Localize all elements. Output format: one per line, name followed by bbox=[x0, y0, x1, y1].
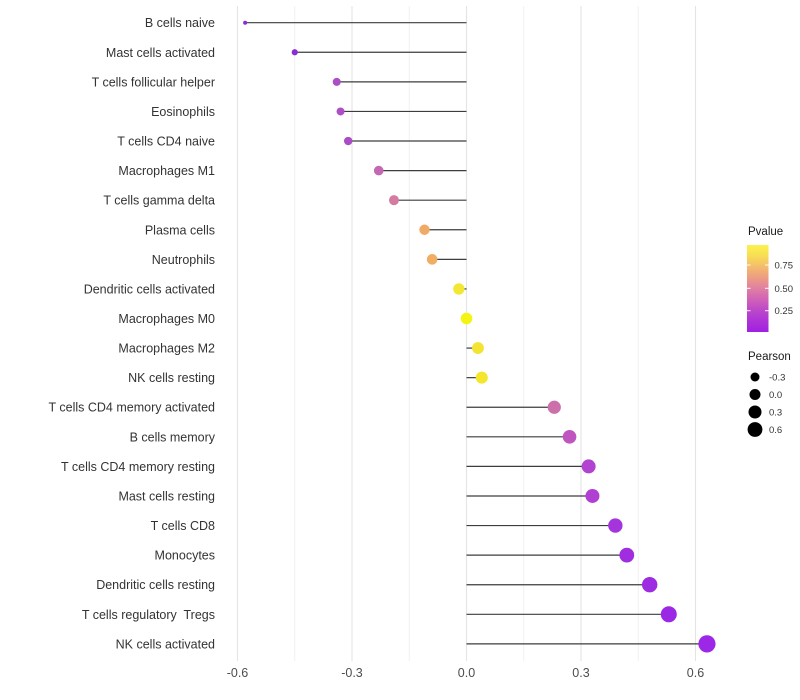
lollipop-row: Mast cells resting bbox=[118, 488, 600, 503]
data-point bbox=[642, 577, 658, 593]
category-label: T cells follicular helper bbox=[92, 75, 215, 89]
category-label: NK cells activated bbox=[116, 637, 215, 651]
size-legend-label: 0.6 bbox=[769, 425, 782, 436]
size-legend-swatch bbox=[749, 389, 761, 400]
size-legend-swatch bbox=[747, 422, 763, 437]
lollipop-row: Macrophages M1 bbox=[118, 164, 467, 178]
category-label: Mast cells resting bbox=[118, 489, 215, 503]
data-point bbox=[619, 547, 635, 563]
size-legend-swatch bbox=[748, 405, 762, 419]
lollipop-row: NK cells resting bbox=[128, 371, 488, 385]
category-label: Macrophages M1 bbox=[118, 164, 215, 178]
size-legend-label: 0.0 bbox=[769, 390, 782, 401]
lollipop-row: Eosinophils bbox=[151, 105, 467, 119]
category-label: Mast cells activated bbox=[106, 46, 215, 60]
data-point bbox=[419, 224, 430, 235]
lollipop-row: Dendritic cells resting bbox=[96, 577, 658, 593]
category-label: T cells CD8 bbox=[151, 519, 215, 533]
rows: B cells naive Mast cells activated T cells… bbox=[49, 16, 716, 653]
category-label: Dendritic cells activated bbox=[84, 282, 215, 296]
data-point bbox=[585, 488, 600, 503]
size-legend-swatch bbox=[750, 372, 760, 382]
x-tick-label: -0.6 bbox=[227, 666, 249, 680]
lollipop-row: Mast cells activated bbox=[106, 46, 467, 60]
category-label: Macrophages M0 bbox=[118, 312, 215, 326]
data-point bbox=[475, 371, 488, 384]
category-label: B cells naive bbox=[145, 16, 215, 30]
data-point bbox=[426, 254, 438, 265]
lollipop-row: Macrophages M0 bbox=[118, 312, 473, 326]
lollipop-row: T cells regulatory Tregs bbox=[82, 606, 677, 623]
lollipop-row: Neutrophils bbox=[152, 253, 467, 267]
x-tick-label: -0.3 bbox=[341, 666, 363, 680]
data-point bbox=[460, 312, 473, 325]
data-point bbox=[453, 283, 465, 295]
gridlines bbox=[236, 6, 697, 661]
lollipop-row: T cells gamma delta bbox=[103, 194, 467, 208]
x-tick-label: 0.0 bbox=[458, 666, 475, 680]
colorbar-tick-label: 0.25 bbox=[775, 306, 794, 317]
data-point bbox=[660, 606, 677, 623]
x-axis: -0.6 -0.3 0.0 0.3 0.6 bbox=[227, 666, 705, 680]
data-point bbox=[373, 165, 384, 176]
lollipop-row: T cells CD4 naive bbox=[117, 135, 467, 149]
category-label: T cells CD4 memory activated bbox=[49, 401, 216, 415]
pearson-size-legend: -0.3 0.0 0.3 0.6 bbox=[747, 372, 785, 437]
lollipop-row: T cells CD4 memory activated bbox=[49, 400, 561, 415]
pvalue-legend-title: Pvalue bbox=[748, 226, 784, 238]
category-label: NK cells resting bbox=[128, 371, 215, 385]
data-point bbox=[547, 400, 561, 414]
data-point bbox=[243, 20, 248, 25]
category-label: T cells gamma delta bbox=[103, 194, 215, 208]
lollipop-row: T cells CD4 memory resting bbox=[61, 459, 596, 474]
category-label: Monocytes bbox=[155, 549, 215, 563]
x-tick-label: 0.3 bbox=[572, 666, 589, 680]
data-point bbox=[336, 107, 345, 116]
lollipop-row: NK cells activated bbox=[116, 635, 716, 653]
x-tick-label: 0.6 bbox=[687, 666, 704, 680]
lollipop-row: Macrophages M2 bbox=[118, 342, 484, 356]
colorbar-gradient bbox=[747, 245, 769, 332]
category-label: Dendritic cells resting bbox=[96, 578, 215, 592]
data-point bbox=[698, 635, 716, 653]
pearson-legend-title: Pearson bbox=[748, 351, 791, 363]
lollipop-row: T cells follicular helper bbox=[92, 75, 467, 89]
pvalue-colorbar: 0.75 0.50 0.25 bbox=[747, 245, 793, 332]
size-legend-label: -0.3 bbox=[769, 373, 785, 384]
category-label: T cells CD4 memory resting bbox=[61, 460, 215, 474]
lollipop-row: T cells CD8 bbox=[151, 518, 623, 533]
data-point bbox=[581, 459, 596, 474]
data-point bbox=[343, 136, 353, 146]
category-label: Neutrophils bbox=[152, 253, 215, 267]
data-point bbox=[332, 77, 341, 86]
data-point bbox=[291, 49, 298, 56]
colorbar-tick-label: 0.50 bbox=[775, 284, 794, 295]
category-label: Macrophages M2 bbox=[118, 342, 215, 356]
category-label: Eosinophils bbox=[151, 105, 215, 119]
lollipop-row: Dendritic cells activated bbox=[84, 282, 467, 296]
data-point bbox=[608, 518, 623, 533]
colorbar-tick-label: 0.75 bbox=[775, 261, 794, 272]
data-point bbox=[388, 195, 399, 206]
category-label: T cells regulatory Tregs bbox=[82, 608, 215, 622]
lollipop-row: Monocytes bbox=[155, 547, 635, 563]
category-label: Plasma cells bbox=[145, 223, 215, 237]
size-legend-label: 0.3 bbox=[769, 408, 782, 419]
data-point bbox=[562, 430, 577, 444]
lollipop-row: B cells memory bbox=[130, 430, 577, 444]
category-label: T cells CD4 naive bbox=[117, 135, 215, 149]
data-point bbox=[472, 342, 484, 354]
lollipop-row: Plasma cells bbox=[145, 223, 467, 237]
lollipop-row: B cells naive bbox=[145, 16, 467, 30]
category-label: B cells memory bbox=[130, 430, 216, 444]
